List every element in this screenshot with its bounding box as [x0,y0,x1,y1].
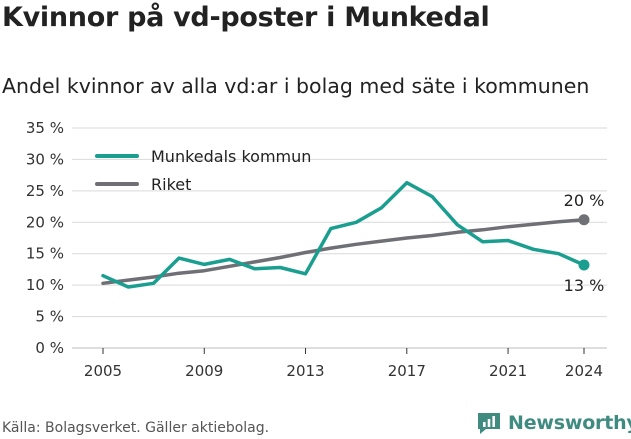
y-tick-label: 30 % [26,150,64,168]
y-tick-label: 15 % [26,245,64,263]
y-tick-label: 5 % [35,308,64,326]
end-label: 13 % [564,276,605,295]
newsworthy-logo[interactable]: Newsworthy [476,409,631,437]
legend-label: Munkedals kommun [151,147,311,166]
source-note: Källa: Bolagsverket. Gäller aktiebolag. [2,420,270,436]
chart-subtitle: Andel kvinnor av alla vd:ar i bolag med … [2,74,590,98]
y-tick-label: 25 % [26,182,64,200]
y-tick-label: 20 % [26,213,64,231]
x-tick-label: 2024 [565,362,603,380]
x-tick-label: 2005 [84,362,122,380]
series-line-riket [101,218,586,286]
chart-title: Kvinnor på vd-poster i Munkedal [2,2,490,33]
x-tick-label: 2017 [388,362,426,380]
series-line-munkedals-kommun [101,180,586,289]
y-tick-label: 35 % [26,119,64,137]
y-tick-label: 10 % [26,276,64,294]
end-point-munkedals-kommun [578,259,590,271]
brand-name: Newsworthy [508,412,631,434]
x-tick-label: 2021 [489,362,527,380]
end-point-riket [578,214,590,226]
x-tick-label: 2013 [286,362,324,380]
newsworthy-icon [478,413,500,434]
end-label: 20 % [564,191,605,210]
legend-label: Riket [151,175,191,194]
line-chart: 0 % 5 % 10 % 15 % 20 % 25 % 30 % 35 % 2005 2009 20… [26,119,607,380]
x-tick-label: 2009 [185,362,223,380]
y-tick-label: 0 % [35,339,64,357]
